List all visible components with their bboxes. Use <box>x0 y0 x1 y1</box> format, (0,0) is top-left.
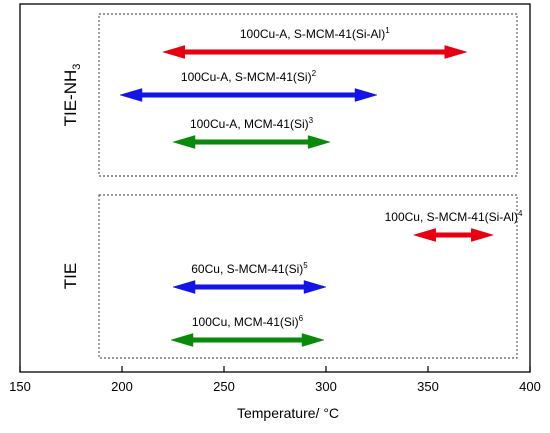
x-tick-label: 300 <box>315 379 337 394</box>
range-label-text: 100Cu, S-MCM-41(Si-Al) <box>385 210 518 224</box>
x-tick-label: 350 <box>417 379 439 394</box>
range-label-text: 100Cu-A, S-MCM-41(Si) <box>181 70 312 84</box>
group-labels: TIE-NH3 TIE <box>61 64 83 290</box>
range-label-superscript: 5 <box>303 261 308 270</box>
x-tick-label: 400 <box>519 379 541 394</box>
x-tick-label: 250 <box>213 379 235 394</box>
range-label-text: 100Cu-A, MCM-41(Si) <box>190 117 309 131</box>
range-arrows <box>119 45 495 347</box>
x-tick-label: 200 <box>111 379 133 394</box>
range-label: 100Cu-A, MCM-41(Si)3 <box>190 116 314 131</box>
range-arrow <box>172 280 327 294</box>
group-label-main: TIE <box>61 263 80 289</box>
range-label: 100Cu-A, S-MCM-41(Si-Al)1 <box>240 26 390 41</box>
group-label-main: TIE-NH <box>61 70 80 127</box>
range-label: 100Cu, S-MCM-41(Si-Al)4 <box>385 209 523 224</box>
range-arrow <box>170 333 325 347</box>
range-label-text: 100Cu, MCM-41(Si) <box>192 315 299 329</box>
range-label-superscript: 2 <box>312 69 317 78</box>
range-arrow <box>119 88 378 102</box>
x-axis-title: Temperature/ °C <box>237 405 339 421</box>
range-label-superscript: 3 <box>309 116 314 125</box>
range-arrow <box>172 135 331 149</box>
range-arrow <box>161 45 468 59</box>
x-tick-label: 150 <box>9 379 31 394</box>
x-axis: 150 200 250 300 350 400 <box>9 3 541 394</box>
range-label-superscript: 4 <box>518 209 523 218</box>
group-label-subscript: 3 <box>71 64 83 70</box>
range-label-superscript: 1 <box>385 26 390 35</box>
group-label: TIE-NH3 <box>61 64 83 127</box>
range-label-text: 100Cu-A, S-MCM-41(Si-Al) <box>240 27 385 41</box>
range-arrow <box>412 228 495 242</box>
plot-frame <box>19 3 531 373</box>
range-label: 100Cu, MCM-41(Si)6 <box>192 314 304 329</box>
group-box <box>98 194 518 359</box>
range-label: 100Cu-A, S-MCM-41(Si)2 <box>181 69 317 84</box>
group-box <box>98 13 518 177</box>
range-label-superscript: 6 <box>299 314 304 323</box>
group-label: TIE <box>61 263 80 289</box>
group-boxes <box>98 13 518 359</box>
range-label-text: 60Cu, S-MCM-41(Si) <box>191 262 303 276</box>
range-label: 60Cu, S-MCM-41(Si)5 <box>191 261 308 276</box>
